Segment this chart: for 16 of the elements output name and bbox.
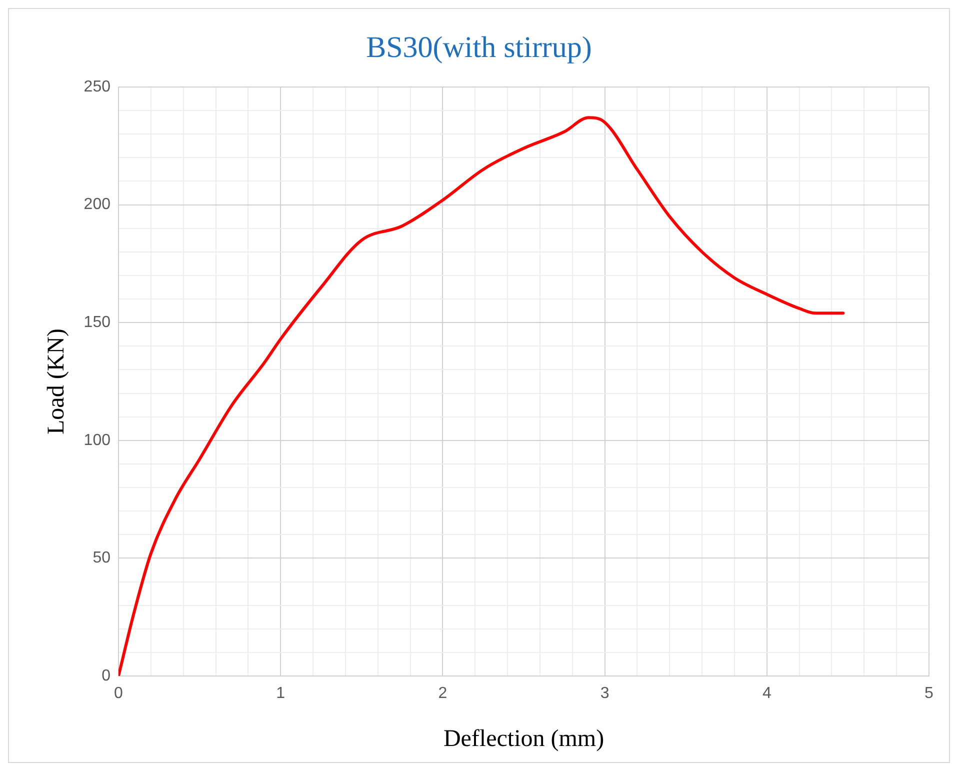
y-tick-label: 0 xyxy=(102,667,111,684)
line-series xyxy=(118,116,845,676)
x-axis-title: Deflection (mm) xyxy=(443,726,604,752)
x-tick-label: 0 xyxy=(114,685,124,702)
x-tick-label: 4 xyxy=(762,685,772,702)
y-axis-title: Load (KN) xyxy=(44,328,70,434)
x-tick-label: 3 xyxy=(600,685,610,702)
y-tick-label: 200 xyxy=(84,196,111,214)
y-tick-label: 50 xyxy=(92,550,111,567)
y-tick-label: 150 xyxy=(84,314,111,332)
chart-title: BS30(with stirrup) xyxy=(366,30,592,64)
x-tick-label: 5 xyxy=(924,685,934,702)
y-tick-label: 250 xyxy=(84,78,111,96)
x-tick-label: 2 xyxy=(438,685,448,702)
x-tick-label: 1 xyxy=(276,685,286,702)
y-tick-label: 100 xyxy=(84,432,111,449)
